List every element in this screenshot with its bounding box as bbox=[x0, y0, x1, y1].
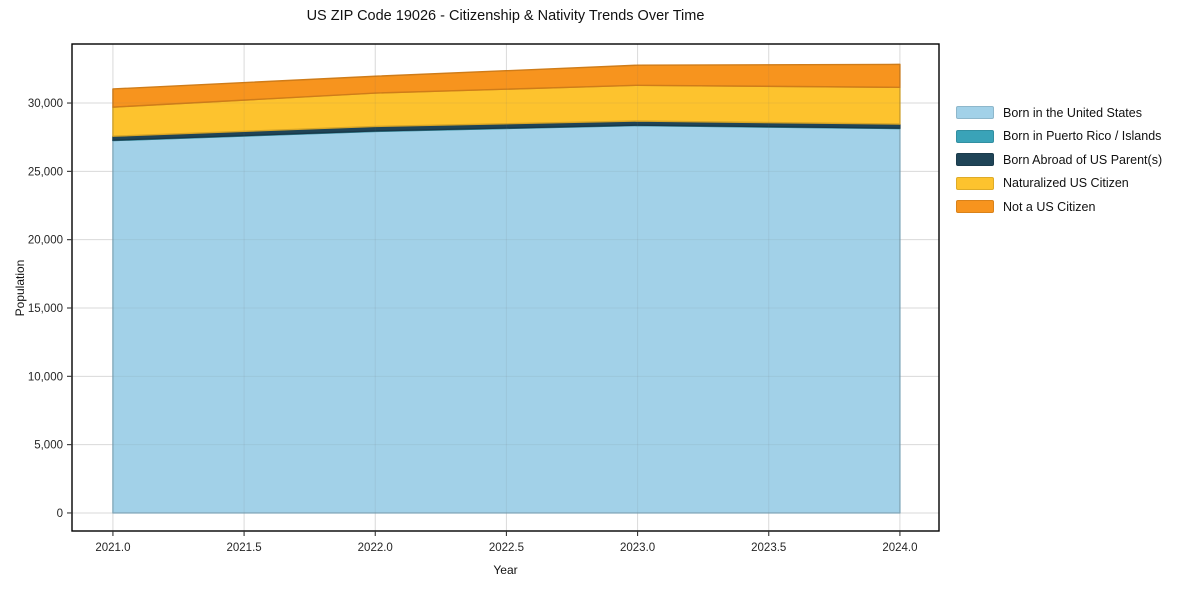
legend-label: Naturalized US Citizen bbox=[1003, 176, 1129, 191]
legend-item: Born in the United States bbox=[956, 101, 1162, 125]
legend-label: Born in the United States bbox=[1003, 105, 1142, 120]
svg-text:30,000: 30,000 bbox=[28, 98, 63, 110]
svg-text:2021.0: 2021.0 bbox=[95, 542, 130, 554]
legend-label: Not a US Citizen bbox=[1003, 199, 1096, 214]
legend-label: Born in Puerto Rico / Islands bbox=[1003, 129, 1162, 144]
legend: Born in the United States Born in Puerto… bbox=[956, 101, 1162, 219]
svg-text:0: 0 bbox=[57, 508, 63, 520]
legend-swatch-not-citizen bbox=[956, 200, 994, 214]
svg-text:2021.5: 2021.5 bbox=[226, 542, 261, 554]
svg-text:10,000: 10,000 bbox=[28, 371, 63, 383]
legend-swatch-born-abroad bbox=[956, 153, 994, 167]
legend-item: Born Abroad of US Parent(s) bbox=[956, 148, 1162, 172]
svg-text:20,000: 20,000 bbox=[28, 235, 63, 247]
svg-text:15,000: 15,000 bbox=[28, 303, 63, 315]
legend-item: Not a US Citizen bbox=[956, 195, 1162, 219]
y-axis-label: Population bbox=[13, 259, 27, 317]
legend-item: Naturalized US Citizen bbox=[956, 172, 1162, 196]
svg-text:2024.0: 2024.0 bbox=[882, 542, 917, 554]
legend-swatch-born-in-us bbox=[956, 106, 994, 120]
chart-title: US ZIP Code 19026 - Citizenship & Nativi… bbox=[306, 8, 705, 24]
x-axis-label: Year bbox=[493, 563, 518, 577]
svg-text:5,000: 5,000 bbox=[34, 440, 63, 452]
legend-swatch-born-in-puerto-rico bbox=[956, 129, 994, 143]
legend-item: Born in Puerto Rico / Islands bbox=[956, 125, 1162, 149]
svg-text:2023.0: 2023.0 bbox=[620, 542, 655, 554]
legend-swatch-naturalized bbox=[956, 176, 994, 190]
svg-text:2022.0: 2022.0 bbox=[358, 542, 393, 554]
svg-text:2022.5: 2022.5 bbox=[489, 542, 524, 554]
legend-label: Born Abroad of US Parent(s) bbox=[1003, 152, 1163, 167]
svg-text:2023.5: 2023.5 bbox=[751, 542, 786, 554]
svg-text:25,000: 25,000 bbox=[28, 166, 63, 178]
